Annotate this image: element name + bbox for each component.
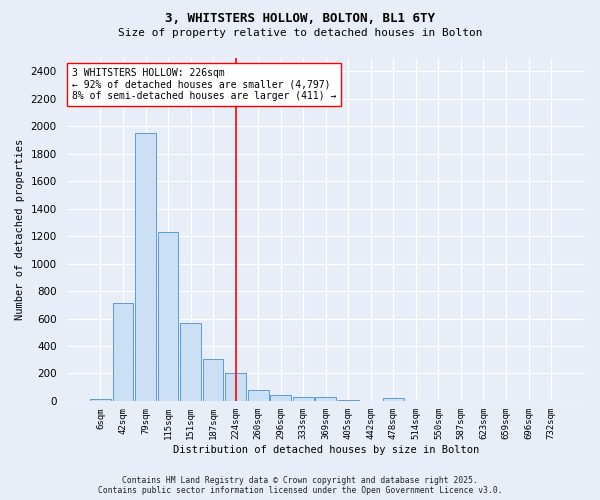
- Y-axis label: Number of detached properties: Number of detached properties: [15, 138, 25, 320]
- Bar: [180, 322, 201, 401]
- Bar: [158, 232, 178, 401]
- Bar: [113, 304, 133, 401]
- Bar: [383, 398, 404, 401]
- Text: 3, WHITSTERS HOLLOW, BOLTON, BL1 6TY: 3, WHITSTERS HOLLOW, BOLTON, BL1 6TY: [165, 12, 435, 26]
- Bar: [271, 396, 291, 401]
- Bar: [338, 400, 359, 401]
- X-axis label: Distribution of detached houses by size in Bolton: Distribution of detached houses by size …: [173, 445, 479, 455]
- Bar: [316, 397, 336, 401]
- Text: Contains HM Land Registry data © Crown copyright and database right 2025.
Contai: Contains HM Land Registry data © Crown c…: [98, 476, 502, 495]
- Bar: [90, 399, 111, 401]
- Bar: [293, 397, 314, 401]
- Text: Size of property relative to detached houses in Bolton: Size of property relative to detached ho…: [118, 28, 482, 38]
- Bar: [135, 133, 156, 401]
- Bar: [248, 390, 269, 401]
- Text: 3 WHITSTERS HOLLOW: 226sqm
← 92% of detached houses are smaller (4,797)
8% of se: 3 WHITSTERS HOLLOW: 226sqm ← 92% of deta…: [72, 68, 336, 101]
- Bar: [203, 359, 223, 401]
- Bar: [225, 374, 246, 401]
